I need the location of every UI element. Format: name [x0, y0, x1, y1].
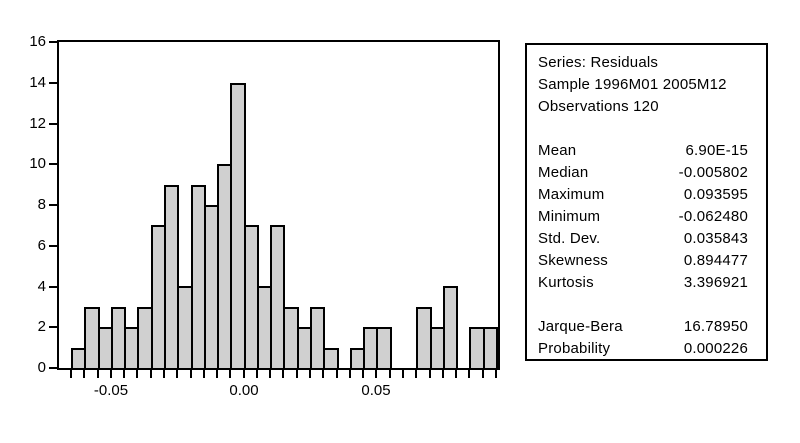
stat-row: Mean 6.90E-15 [538, 140, 748, 162]
x-axis-tick [349, 370, 351, 378]
y-axis-label: 10 [29, 155, 46, 172]
stat-label: Minimum [538, 208, 601, 225]
x-axis-tick [336, 370, 338, 378]
x-axis-tick [482, 370, 484, 378]
x-axis-tick [402, 370, 404, 378]
x-axis-tick [296, 370, 298, 378]
x-axis-tick [322, 370, 324, 378]
y-axis-tick [49, 163, 57, 165]
x-axis-tick [389, 370, 391, 378]
x-axis-tick [468, 370, 470, 378]
x-axis-label: -0.05 [93, 382, 129, 399]
stat-value: 0.093595 [683, 186, 748, 203]
x-axis-tick [455, 370, 457, 378]
x-axis-tick [442, 370, 444, 378]
histogram-bar [270, 225, 285, 368]
x-axis-tick [256, 370, 258, 378]
stat-value: 16.78950 [683, 318, 748, 335]
histogram-bar [443, 286, 458, 368]
stat-value: 6.90E-15 [685, 142, 748, 159]
stat-row: Minimum -0.062480 [538, 206, 748, 228]
x-axis-tick [203, 370, 205, 378]
y-axis-label: 6 [37, 237, 46, 254]
x-axis-tick [375, 370, 377, 378]
stat-row: Jarque-Bera 16.78950 [538, 316, 748, 338]
x-axis-tick [216, 370, 218, 378]
x-axis-tick [136, 370, 138, 378]
x-axis-tick [176, 370, 178, 378]
y-axis-label: 12 [29, 115, 46, 132]
stats-panel: Series: Residuals Sample 1996M01 2005M12… [525, 43, 768, 361]
y-axis-tick [49, 82, 57, 84]
x-axis-label: 0.00 [229, 382, 259, 399]
stat-value: 0.000226 [683, 340, 748, 357]
x-axis-tick [243, 370, 245, 378]
x-axis-tick [190, 370, 192, 378]
panel-spacer [538, 294, 748, 316]
x-axis-tick [150, 370, 152, 378]
x-axis-tick [83, 370, 85, 378]
stat-label: Probability [538, 340, 611, 357]
x-axis-tick [110, 370, 112, 378]
x-axis-tick [495, 370, 497, 378]
stat-value: -0.062480 [678, 208, 748, 225]
y-axis-tick [49, 286, 57, 288]
stat-row: Maximum 0.093595 [538, 184, 748, 206]
stat-label: Kurtosis [538, 274, 594, 291]
y-axis-label: 16 [29, 33, 46, 50]
stat-value: -0.005802 [678, 164, 748, 181]
x-axis-tick [309, 370, 311, 378]
stat-label: Maximum [538, 186, 605, 203]
histogram-bar [310, 307, 325, 368]
stat-label: Median [538, 164, 589, 181]
x-axis-label: 0.05 [361, 382, 391, 399]
x-axis-tick [70, 370, 72, 378]
y-axis-label: 14 [29, 74, 46, 91]
histogram-bar [376, 327, 392, 368]
stat-row: Kurtosis 3.396921 [538, 272, 748, 294]
histogram-bar [323, 348, 339, 368]
stats-observations-line: Observations 120 [538, 98, 659, 115]
stat-row: Probability 0.000226 [538, 338, 748, 360]
stat-label: Skewness [538, 252, 608, 269]
stats-series-line: Series: Residuals [538, 54, 659, 71]
histogram-bar [483, 327, 498, 368]
y-axis-tick [49, 326, 57, 328]
y-axis-label: 4 [37, 278, 46, 295]
histogram-bar [164, 185, 179, 368]
stats-moment-rows: Mean 6.90E-15 Median -0.005802 Maximum 0.0935… [538, 140, 748, 294]
x-axis-tick [415, 370, 417, 378]
y-axis-tick [49, 367, 57, 369]
stat-row: Median -0.005802 [538, 162, 748, 184]
stat-row: Std. Dev. 0.035843 [538, 228, 748, 250]
stat-value: 0.894477 [683, 252, 748, 269]
histogram-bars [59, 42, 498, 368]
stats-sample-line: Sample 1996M01 2005M12 [538, 76, 727, 93]
stat-value: 0.035843 [683, 230, 748, 247]
y-axis-tick [49, 41, 57, 43]
stat-label: Std. Dev. [538, 230, 601, 247]
x-axis-tick [229, 370, 231, 378]
y-axis-label: 2 [37, 318, 46, 335]
plot-area [57, 40, 500, 370]
y-axis-tick [49, 204, 57, 206]
x-axis-tick [97, 370, 99, 378]
stat-value: 3.396921 [683, 274, 748, 291]
stat-row: Skewness 0.894477 [538, 250, 748, 272]
x-axis-tick [163, 370, 165, 378]
y-axis-label: 0 [37, 359, 46, 376]
y-axis-tick [49, 245, 57, 247]
x-axis-tick [429, 370, 431, 378]
x-axis-tick [282, 370, 284, 378]
x-axis-tick [362, 370, 364, 378]
x-axis-tick [123, 370, 125, 378]
stat-label: Jarque-Bera [538, 318, 623, 335]
stats-test-rows: Jarque-Bera 16.78950 Probability 0.000226 [538, 316, 748, 360]
stat-label: Mean [538, 142, 577, 159]
y-axis-label: 8 [37, 196, 46, 213]
panel-spacer [538, 118, 748, 140]
x-axis-tick [269, 370, 271, 378]
y-axis-tick [49, 123, 57, 125]
